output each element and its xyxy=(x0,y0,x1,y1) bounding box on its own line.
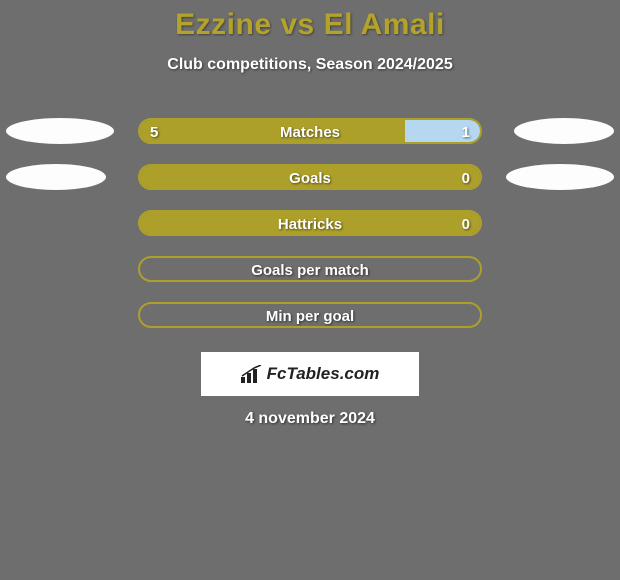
stat-row: 51Matches xyxy=(0,118,620,144)
comparison-widget: Ezzine vs El Amali Club competitions, Se… xyxy=(0,0,620,580)
stat-value-left: 5 xyxy=(150,120,158,144)
stat-bar: Goals per match xyxy=(138,256,482,282)
stat-row: 0Hattricks xyxy=(0,210,620,236)
player-avatar-right xyxy=(514,118,614,144)
stat-bar: 51Matches xyxy=(138,118,482,144)
stat-row: 0Goals xyxy=(0,164,620,190)
brand-logo: FcTables.com xyxy=(201,352,419,396)
page-title: Ezzine vs El Amali xyxy=(0,0,620,42)
player-avatar-left xyxy=(6,118,114,144)
date-label: 4 november 2024 xyxy=(0,410,620,428)
stat-row: Goals per match xyxy=(0,256,620,282)
stat-bar: 0Goals xyxy=(138,164,482,190)
stat-value-right: 0 xyxy=(462,212,470,236)
player-avatar-left xyxy=(6,164,106,190)
stat-label: Min per goal xyxy=(140,304,480,328)
player-avatar-right xyxy=(506,164,614,190)
stat-bar-left-fill xyxy=(140,120,405,142)
chart-icon xyxy=(241,365,263,383)
stat-value-right: 1 xyxy=(462,120,470,144)
stat-label: Goals per match xyxy=(140,258,480,282)
stat-row: Min per goal xyxy=(0,302,620,328)
subtitle: Club competitions, Season 2024/2025 xyxy=(0,56,620,74)
stat-value-right: 0 xyxy=(462,166,470,190)
brand-logo-text: FcTables.com xyxy=(267,364,380,384)
stat-bar: 0Hattricks xyxy=(138,210,482,236)
stat-bar-right-fill xyxy=(140,212,480,234)
stat-bar-right-fill xyxy=(140,166,480,188)
stat-rows: 51Matches0Goals0HattricksGoals per match… xyxy=(0,118,620,328)
stat-bar: Min per goal xyxy=(138,302,482,328)
